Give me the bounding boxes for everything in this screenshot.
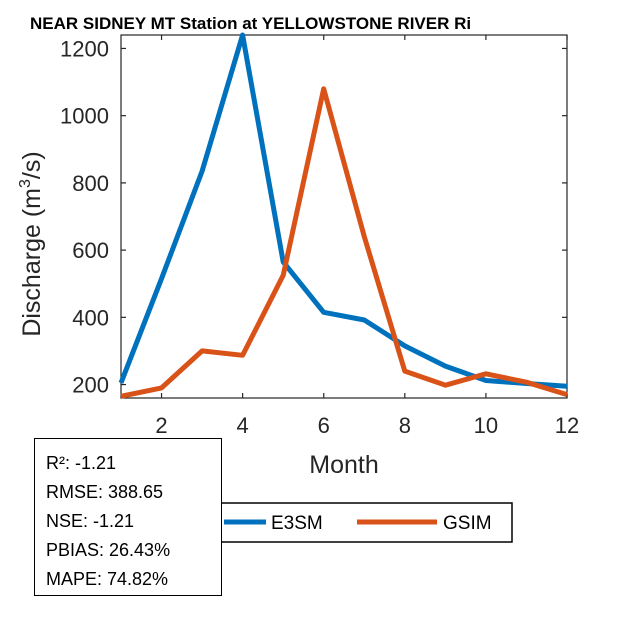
x-axis-label: Month [309, 451, 378, 479]
series-lines [118, 32, 568, 399]
y-tick-label: 1200 [60, 36, 109, 61]
legend-box [217, 502, 513, 543]
y-axis-label: Discharge (m3/s) [17, 151, 46, 336]
x-tick-label: 4 [237, 413, 249, 438]
series-line-gsim [120, 86, 568, 399]
stat-r2: R²: -1.21 [46, 453, 117, 473]
stat-nse: NSE: -1.21 [46, 511, 135, 531]
y-axis-label-superscript: 3 [17, 179, 34, 188]
x-tick-label: 6 [318, 413, 330, 438]
statistics-box: R²: -1.21 RMSE: 388.65 NSE: -1.21 PBIAS:… [34, 438, 222, 596]
legend: E3SM GSIM [217, 502, 513, 543]
x-tick-label: 10 [474, 413, 498, 438]
y-tick-label: 800 [72, 171, 109, 196]
legend-label-gsim: GSIM [443, 513, 492, 534]
legend-label-e3sm: E3SM [271, 513, 323, 534]
stat-pbias: PBIAS: 26.43% [46, 540, 171, 560]
y-axis-label-tail: /s) [18, 151, 46, 179]
y-tick-label: 1000 [60, 104, 109, 129]
y-tick-label: 600 [72, 238, 109, 263]
plot-frame [120, 34, 568, 399]
y-tick-label: 200 [72, 373, 109, 398]
stat-rmse: RMSE: 388.65 [46, 482, 164, 502]
chart-title: NEAR SIDNEY MT Station at YELLOWSTONE RI… [30, 14, 471, 33]
x-tick-label: 12 [555, 413, 579, 438]
y-tick-label: 400 [72, 305, 109, 330]
series-line-e3sm [118, 32, 568, 389]
stat-mape: MAPE: 74.82% [46, 569, 169, 589]
x-tick-label: 2 [155, 413, 167, 438]
axis-ticks: 2 4 6 8 10 12 200 400 600 800 1000 1200 [60, 35, 579, 438]
y-axis-label-main: Discharge (m [18, 188, 46, 337]
x-tick-label: 8 [399, 413, 411, 438]
